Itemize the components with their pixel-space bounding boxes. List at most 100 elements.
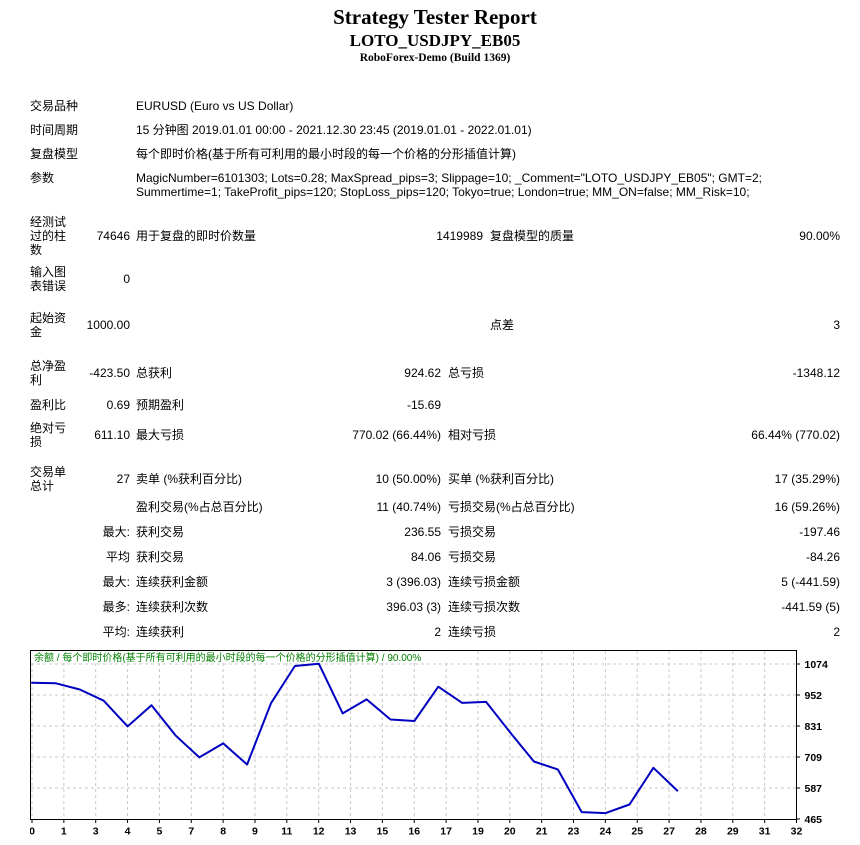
stats-row: 起始资金 1000.00 点差 3 (30, 311, 840, 339)
value-2: 10 (50.00%) (375, 472, 441, 486)
x-axis-label: 25 (631, 826, 643, 838)
label-2: 获利交易 (136, 525, 185, 539)
label-3: 买单 (%获利百分比) (448, 472, 554, 486)
value-1: 平均: (102, 625, 130, 639)
summary-label: 交易品种 (30, 99, 79, 113)
value-3: -441.59 (5) (781, 600, 840, 614)
label-2: 连续获利 (136, 625, 185, 639)
value-2: 84.06 (410, 550, 441, 564)
x-axis-label: 12 (313, 826, 325, 838)
summary-value: 每个即时价格(基于所有可利用的最小时段的每一个价格的分形插值计算) (136, 147, 516, 161)
row-label: 总净盈利 (30, 359, 67, 387)
stats-row: 最大: 获利交易 236.55 亏损交易 -197.46 (30, 524, 840, 540)
stats-row: 最多: 连续获利次数 396.03 (3) 连续亏损次数 -441.59 (5) (30, 599, 840, 615)
row-label: 盈利比 (30, 398, 67, 412)
summary-value: EURUSD (Euro vs US Dollar) (136, 99, 294, 113)
value-3: 5 (-441.59) (781, 575, 840, 589)
balance-line (31, 662, 679, 815)
x-axis-label: 17 (440, 826, 452, 838)
stats-row: 平均: 连续获利 2 连续亏损 2 (30, 624, 840, 640)
label-2: 总获利 (136, 366, 173, 380)
value-2: 924.62 (404, 366, 441, 380)
report-header: Strategy Tester Report LOTO_USDJPY_EB05 … (30, 4, 840, 66)
x-axis-label: 23 (568, 826, 580, 838)
value-2: -15.69 (406, 398, 441, 412)
x-axis-label: 16 (408, 826, 420, 838)
label-2: 盈利交易(%占总百分比) (136, 500, 263, 514)
stats-row: 输入图表错误 0 (30, 265, 840, 293)
x-axis-label: 3 (93, 826, 99, 838)
value-1: -423.50 (89, 366, 130, 380)
x-axis-label: 4 (125, 826, 131, 838)
summary-value: 15 分钟图 2019.01.01 00:00 - 2021.12.30 23:… (136, 123, 532, 137)
x-axis-label: 31 (759, 826, 771, 838)
x-axis-label: 24 (600, 826, 612, 838)
row-label: 绝对亏损 (30, 421, 67, 449)
balance-chart-svg: 0 1 3 4 5 7 8 9 11 12 13 15 16 17 19 20 21 23 24 25 27 28 29 31… (29, 650, 829, 838)
y-axis-label: 1074 (805, 659, 829, 671)
x-axis-label: 11 (281, 826, 292, 838)
x-axis-label: 32 (791, 826, 803, 838)
y-axis-label: 587 (805, 783, 823, 795)
label-3: 连续亏损次数 (448, 600, 521, 614)
summary-row: 参数 MagicNumber=6101303; Lots=0.28; MaxSpr… (30, 171, 840, 199)
value-1: 0.69 (106, 398, 130, 412)
row-label: 交易单总计 (30, 465, 67, 493)
value-3: 16 (59.26%) (774, 500, 840, 514)
summary-row: 复盘模型 每个即时价格(基于所有可利用的最小时段的每一个价格的分形插值计算) (30, 147, 840, 161)
y-axis-label: 709 (805, 752, 823, 764)
value-3: 3 (833, 318, 840, 332)
value-1: 最大: (102, 575, 130, 589)
label-2: 连续获利次数 (136, 600, 209, 614)
value-2: 2 (434, 625, 441, 639)
x-axis-label: 9 (252, 826, 258, 838)
label-3: 亏损交易 (448, 525, 497, 539)
value-1: 611.10 (94, 428, 130, 442)
label-3: 点差 (490, 318, 515, 332)
y-axis-label: 465 (805, 814, 823, 826)
stats-row: 绝对亏损 611.10 最大亏损 770.02 (66.44%) 相对亏损 66.44% … (30, 421, 840, 449)
report-subtitle: LOTO_USDJPY_EB05 (349, 31, 521, 50)
stats-table: 经测试过的柱数 74646 用于复盘的即时价数量 1419989 复盘模型的质量 90.0… (30, 215, 840, 640)
label-3: 连续亏损金额 (448, 575, 521, 589)
label-3: 总亏损 (448, 366, 485, 380)
value-1: 平均 (105, 550, 130, 564)
x-axis-label: 7 (188, 826, 194, 838)
value-3: -84.26 (805, 550, 840, 564)
label-3: 亏损交易(%占总百分比) (448, 500, 575, 514)
value-1: 27 (116, 472, 130, 486)
y-axis-label: 952 (805, 690, 823, 702)
stats-row: 盈利比 0.69 预期盈利 -15.69 (30, 397, 840, 413)
label-2: 最大亏损 (136, 428, 185, 442)
row-label: 起始资金 (30, 311, 67, 339)
value-2: 1419989 (436, 229, 483, 243)
label-3: 复盘模型的质量 (490, 229, 575, 243)
summary-label: 参数 (30, 171, 55, 185)
value-1: 最多: (102, 600, 130, 614)
summary-row: 交易品种 EURUSD (Euro vs US Dollar) (30, 99, 840, 113)
x-axis-label: 28 (695, 826, 707, 838)
label-3: 亏损交易 (448, 550, 497, 564)
x-axis-label: 15 (377, 826, 389, 838)
value-1: 74646 (96, 229, 130, 243)
value-1: 最大: (102, 525, 130, 539)
value-3: 2 (833, 625, 840, 639)
value-2: 236.55 (404, 525, 441, 539)
label-2: 获利交易 (136, 550, 185, 564)
label-2: 卖单 (%获利百分比) (136, 472, 242, 486)
row-label: 经测试过的柱数 (30, 215, 67, 257)
summary-table: 交易品种 EURUSD (Euro vs US Dollar) 时间周期 15 分钟图… (30, 99, 840, 199)
y-axis-label: 831 (805, 721, 823, 733)
label-2: 用于复盘的即时价数量 (136, 229, 257, 243)
summary-label: 时间周期 (30, 123, 79, 137)
value-3: -1348.12 (792, 366, 840, 380)
x-axis-label: 27 (663, 826, 675, 838)
x-axis-label: 13 (345, 826, 357, 838)
x-axis-label: 5 (156, 826, 162, 838)
x-axis-label: 20 (504, 826, 516, 838)
value-2: 770.02 (66.44%) (352, 428, 441, 442)
x-axis-label: 0 (30, 826, 35, 838)
stats-row: 最大: 连续获利金额 3 (396.03) 连续亏损金额 5 (-441.59) (30, 574, 840, 590)
value-3: 90.00% (799, 229, 840, 243)
